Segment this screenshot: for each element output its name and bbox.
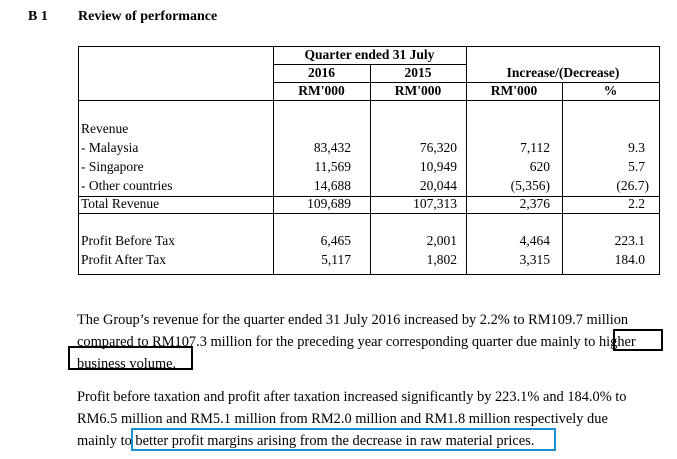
cell-inc-singapore: 620 xyxy=(529,159,550,174)
cell-inc-pbt: 4,464 xyxy=(519,233,550,248)
table-divider-label xyxy=(273,46,274,275)
cell-2015-singapore: 10,949 xyxy=(419,159,457,174)
cell-2015-pbt: 2,001 xyxy=(426,233,457,248)
cell-2016-malaysia: 83,432 xyxy=(313,140,351,155)
highlight-box-margins xyxy=(131,428,556,451)
cell-2015-total: 107,313 xyxy=(413,196,457,211)
cell-2016-pat: 5,117 xyxy=(321,252,351,267)
cell-pct-malaysia: 9.3 xyxy=(628,140,645,155)
para2-line1: Profit before taxation and profit after … xyxy=(77,389,627,405)
pct-header: % xyxy=(603,83,618,98)
row-label-other: - Other countries xyxy=(81,178,173,193)
para1-highlight-higher: higher xyxy=(598,334,636,350)
subtotal-line xyxy=(78,196,660,197)
section-title: Review of performance xyxy=(78,9,218,24)
row-label-pbt: Profit Before Tax xyxy=(81,233,176,248)
table-border-right xyxy=(659,46,660,275)
cell-pct-total: 2.2 xyxy=(628,196,645,211)
para1-line1: The Group’s revenue for the quarter ende… xyxy=(77,312,629,328)
cell-2016-total: 109,689 xyxy=(307,196,351,211)
para1-line2-text: compared to RM107.3 million for the prec… xyxy=(77,334,596,350)
para2-line3-text: mainly to xyxy=(77,433,132,449)
row-label-total: Total Revenue xyxy=(81,196,160,211)
cell-2016-pbt: 6,465 xyxy=(320,233,351,248)
row-label-malaysia: - Malaysia xyxy=(81,140,139,155)
cell-2015-other: 20,044 xyxy=(419,178,457,193)
period-underline xyxy=(273,64,466,65)
year-2015-header: 2015 xyxy=(404,65,432,80)
section-number: B 1 xyxy=(28,9,48,24)
revenue-paragraph: The Group’s revenue for the quarter ende… xyxy=(77,309,655,375)
row-label-revenue: Revenue xyxy=(81,121,129,136)
period-header: Quarter ended 31 July xyxy=(304,47,435,62)
cell-pct-other: (26.7) xyxy=(616,178,649,193)
para2-line3: mainly to better profit margins arising … xyxy=(77,430,655,452)
cell-2015-malaysia: 76,320 xyxy=(419,140,457,155)
total-line xyxy=(78,213,660,214)
cell-2016-singapore: 11,569 xyxy=(314,159,351,174)
units-line xyxy=(273,82,660,83)
profit-paragraph: Profit before taxation and profit after … xyxy=(77,386,655,452)
cell-inc-total: 2,376 xyxy=(519,196,550,211)
table-border-bottom xyxy=(78,274,660,275)
para2-line2: RM6.5 million and RM5.1 million from RM2… xyxy=(77,411,608,427)
table-border-top xyxy=(78,46,660,47)
cell-pct-pat: 184.0 xyxy=(614,252,645,267)
table-divider-2016 xyxy=(370,64,371,275)
cell-inc-pat: 3,315 xyxy=(519,252,550,267)
header-bottom xyxy=(78,100,660,101)
change-header: Increase/(Decrease) xyxy=(506,65,620,80)
table-border-left xyxy=(78,46,79,275)
cell-inc-other: (5,356) xyxy=(510,178,550,193)
cell-2016-other: 14,688 xyxy=(313,178,351,193)
para1-line2: compared to RM107.3 million for the prec… xyxy=(77,331,655,353)
cell-2015-pat: 1,802 xyxy=(426,252,457,267)
table-divider-2015 xyxy=(466,46,467,275)
unit-increase: RM'000 xyxy=(490,83,538,98)
unit-2016: RM'000 xyxy=(298,83,345,98)
highlight-box-business-volume xyxy=(68,346,193,370)
cell-pct-singapore: 5.7 xyxy=(628,159,645,174)
row-label-pat: Profit After Tax xyxy=(81,252,167,267)
year-2016-header: 2016 xyxy=(308,65,335,80)
row-label-singapore: - Singapore xyxy=(81,159,144,174)
table-divider-inc xyxy=(562,82,563,275)
cell-pct-pbt: 223.1 xyxy=(614,233,645,248)
cell-inc-malaysia: 7,112 xyxy=(520,140,550,155)
para2-highlight: better profit margins arising from the d… xyxy=(135,433,535,449)
highlight-box-higher xyxy=(613,329,663,351)
unit-2015: RM'000 xyxy=(394,83,442,98)
